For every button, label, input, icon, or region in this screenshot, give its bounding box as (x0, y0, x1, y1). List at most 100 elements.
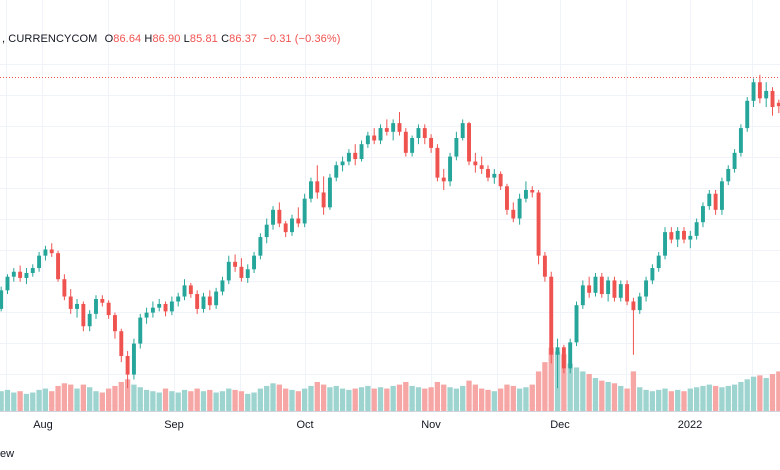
candle-body (201, 296, 206, 309)
candle-body (410, 137, 415, 153)
volume-bar (213, 392, 219, 411)
candle-body (574, 305, 579, 343)
candle-body (707, 193, 712, 207)
volume-bar (725, 385, 731, 411)
candle-body (580, 285, 585, 306)
volume-bar (87, 387, 93, 411)
candle-body (378, 128, 383, 141)
candle-body (125, 355, 130, 375)
candle-body (650, 268, 655, 281)
volume-bar (561, 354, 567, 411)
volume-bar (150, 391, 156, 411)
candle-body (214, 291, 219, 306)
x-tick-label: Aug (33, 419, 53, 431)
volume-bar (251, 392, 257, 411)
volume-bar (232, 389, 238, 411)
volume-bars (0, 347, 780, 411)
candle-body (315, 181, 320, 193)
candle-body (669, 232, 674, 240)
volume-bar (295, 391, 301, 411)
candle-body (511, 209, 516, 219)
volume-bar (516, 388, 523, 411)
candle-body (346, 152, 351, 162)
volume-bar (23, 393, 30, 411)
candle-body (233, 261, 238, 267)
volume-bar (542, 362, 548, 411)
candle-body (309, 181, 313, 199)
volume-bar (320, 384, 327, 411)
volume-bar (74, 388, 80, 411)
volume-bar (276, 384, 283, 411)
candle-body (384, 128, 389, 132)
candle-body (536, 192, 541, 256)
volume-bar (181, 389, 188, 411)
chart-grid (0, 0, 780, 411)
candle-body (745, 100, 750, 129)
candle-body (403, 131, 408, 153)
candle-body (18, 271, 23, 278)
candle-body (81, 303, 86, 327)
volume-bar (592, 378, 599, 411)
volume-bar (466, 380, 472, 411)
volume-bar (80, 384, 87, 411)
legend-high-label: H (144, 33, 153, 45)
footer-text: ew (0, 448, 15, 460)
volume-bar (776, 371, 780, 411)
volume-bar (226, 388, 232, 411)
candle-body (460, 123, 465, 138)
volume-bar (194, 388, 200, 411)
volume-bar (712, 385, 719, 411)
volume-bar (169, 391, 175, 411)
candlestick-series (0, 74, 780, 389)
volume-bar (371, 388, 377, 411)
candle-body (637, 296, 642, 311)
volume-bar (4, 389, 11, 411)
volume-bar (441, 384, 447, 411)
volume-bar (68, 384, 74, 411)
candle-body (757, 82, 762, 99)
candle-body (479, 165, 484, 169)
volume-bar (11, 392, 17, 411)
volume-bar (384, 388, 390, 411)
candle-body (561, 347, 566, 369)
volume-bar (738, 381, 744, 411)
volume-bar (365, 385, 371, 411)
volume-bar (750, 376, 757, 411)
volume-bar (706, 384, 712, 411)
x-tick-label: 2022 (678, 419, 702, 431)
candle-body (738, 128, 743, 153)
candle-body (599, 276, 604, 295)
volume-bar (504, 384, 510, 411)
volume-bar (162, 388, 169, 411)
volume-bar (188, 391, 194, 411)
candle-body (56, 253, 61, 280)
volume-bar (200, 391, 207, 411)
candle-body (441, 177, 446, 182)
volume-bar (523, 387, 529, 411)
legend-source: , CURRENCYCOM (2, 33, 98, 45)
candle-body (5, 276, 10, 291)
volume-bar (744, 379, 750, 411)
legend-high: 86.90 (152, 33, 181, 45)
volume-bar (308, 385, 314, 411)
volume-bar (358, 387, 365, 411)
candle-body (258, 237, 263, 256)
volume-bar (175, 392, 181, 411)
volume-bar (428, 387, 434, 411)
legend-close: 86.37 (229, 33, 258, 45)
candle-body (220, 280, 225, 292)
volume-bar (668, 391, 675, 411)
candle-body (327, 177, 332, 208)
volume-bar (270, 383, 276, 411)
legend-low-label: L (183, 33, 190, 45)
volume-bar (409, 385, 415, 411)
candle-body (587, 285, 592, 293)
volume-bar (630, 371, 637, 411)
candle-body (726, 168, 731, 182)
candle-body (523, 190, 528, 199)
volume-bar (283, 388, 289, 411)
candle-body (138, 317, 143, 344)
candle-body (663, 232, 667, 256)
volume-bar (264, 385, 270, 411)
